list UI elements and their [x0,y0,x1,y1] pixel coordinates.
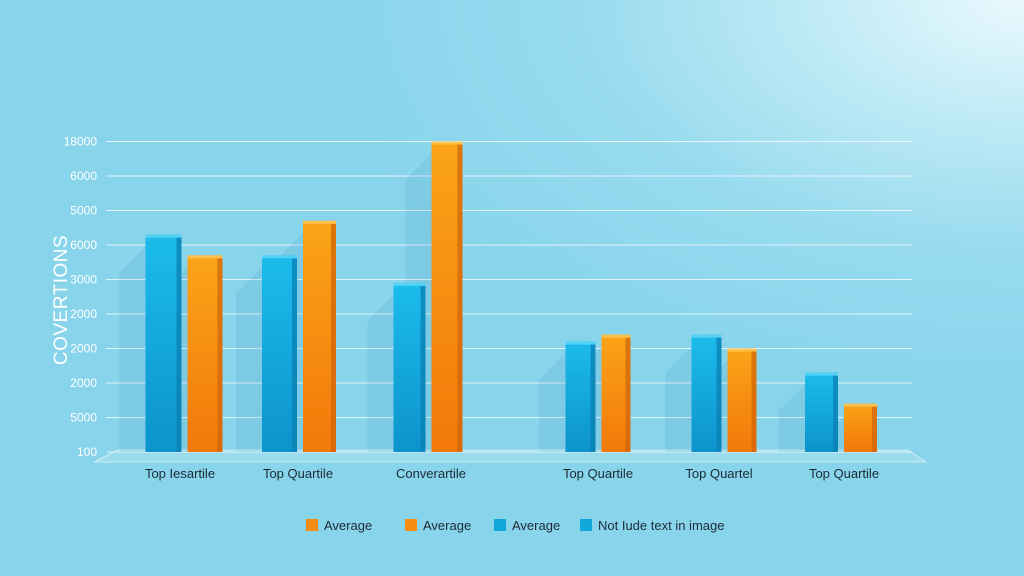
bar-side [331,220,336,452]
bars [145,141,877,452]
bar-side [457,141,463,452]
bar-top [805,372,838,376]
legend-label: Average [324,518,372,533]
x-tick-label: Top Quartile [263,466,333,481]
bar-top [727,348,757,352]
bar-side [625,334,631,452]
bar [187,255,223,452]
x-tick-label: Top Quartel [685,466,752,481]
y-axis-title: COVERTIONS [51,235,72,365]
x-tick-label: Converartile [396,466,466,481]
bar-face [393,282,426,452]
x-tick-label: Top Quartile [809,466,879,481]
bar-side [420,282,426,452]
bar-shadow [665,346,692,452]
bar [727,348,757,452]
bar-side [590,341,596,452]
y-tick-label: 2000 [70,342,97,356]
bar [303,220,336,452]
bar-top [431,141,463,145]
y-tick-label: 2000 [70,376,97,390]
y-tick-label: 6000 [70,169,97,183]
bar-top [601,334,631,338]
y-axis-ticks: 100 5000 2000 2000 2000 3000 6000 5000 6000 18000 [64,135,98,460]
bar-top [303,220,336,224]
bar-side [292,255,297,452]
bar [145,234,182,452]
bar-face [844,403,877,452]
bar [601,334,631,452]
y-tick-label: 100 [77,445,97,459]
x-axis-ticks: Top Iesartile Top Quartile Converartile Top… [145,466,879,481]
legend-label: Average [423,518,471,533]
y-tick-label: 6000 [70,238,97,252]
bar-face [805,372,838,452]
x-tick-label: Top Iesartile [145,466,215,481]
bar-side [833,372,838,452]
y-tick-label: 2000 [70,307,97,321]
bar-top [145,234,182,238]
bar-side [751,348,757,452]
y-tick-label: 5000 [70,411,97,425]
bar-shadow [539,353,566,452]
bar-shadow [779,384,805,452]
gridlines [93,141,928,463]
legend-item: Average [405,518,471,533]
legend-swatch [580,519,592,531]
legend-item: Average [306,518,372,533]
bar-side [217,255,223,452]
bar-top [565,341,596,345]
x-tick-label: Top Quartile [563,466,633,481]
bar-top [844,403,877,407]
bar-top [691,334,722,338]
bar-side [872,403,877,452]
bar-side [716,334,722,452]
bar [431,141,463,452]
bar [262,255,297,452]
legend-item: Not Iude text in image [580,518,724,533]
bar [565,341,596,452]
legend: Average Average Average Not Iude text in im… [306,518,724,533]
bar-shadow [236,267,262,452]
legend-swatch [494,519,506,531]
legend-swatch [306,519,318,531]
bar-shadow [367,294,394,452]
bar-face [187,255,223,452]
legend-label: Average [512,518,560,533]
chart-floor [93,449,928,463]
bar-side [176,234,182,452]
bar-face [262,255,297,452]
legend-item: Average [494,518,560,533]
bar [844,403,877,452]
bar-face [303,220,336,452]
bar-top [187,255,223,259]
bar-face [145,234,182,452]
y-tick-label: 3000 [70,273,97,287]
bar-shadow [119,246,146,452]
y-tick-label: 18000 [64,135,98,149]
bar [393,282,426,452]
bar-face [431,141,463,452]
bar-top [393,282,426,286]
y-tick-label: 5000 [70,204,97,218]
legend-swatch [405,519,417,531]
legend-label: Not Iude text in image [598,518,724,533]
bar-top [262,255,297,259]
bar [691,334,722,452]
bar [805,372,838,452]
